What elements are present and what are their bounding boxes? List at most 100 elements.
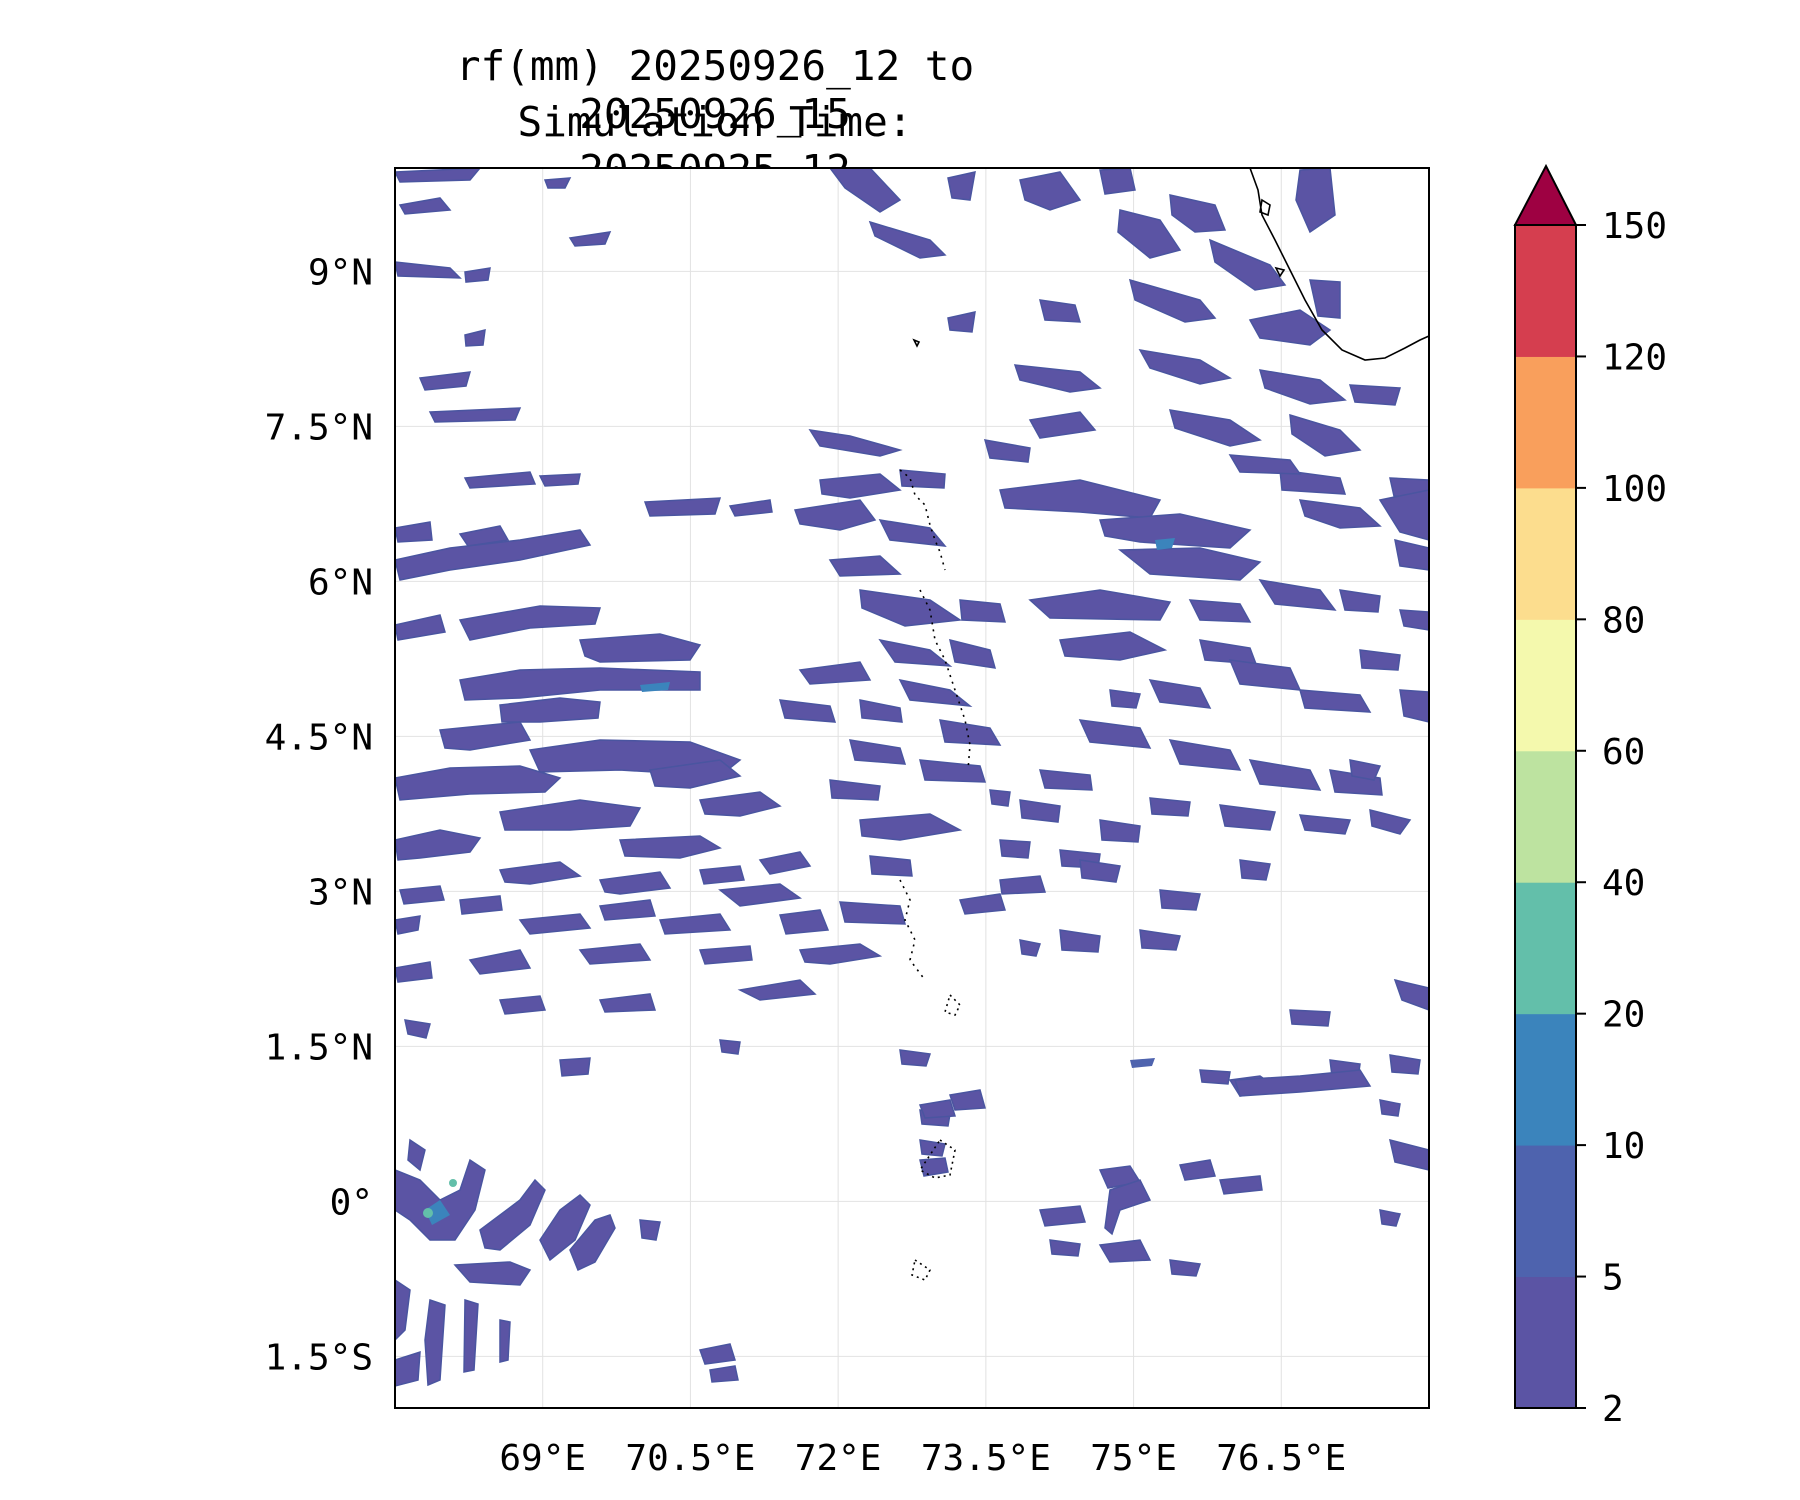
rain-cell <box>829 168 902 213</box>
colorbar-tick-label: 80 <box>1602 600 1645 641</box>
rain-cell <box>1169 1259 1201 1277</box>
rain-cell <box>1399 609 1429 631</box>
colorbar-bin <box>1515 356 1576 489</box>
longitude-tick-labels: 69°E 70.5°E 72°E 73.5°E 75°E 76.5°E <box>499 1438 1346 1479</box>
rain-cell <box>947 311 976 333</box>
rain-cell <box>395 261 462 279</box>
rain-cell <box>1389 1054 1421 1075</box>
rain-cell <box>499 697 601 723</box>
rain-core <box>425 1200 450 1225</box>
lon-tick-label: 72°E <box>795 1438 882 1479</box>
rain-cell <box>1188 599 1252 623</box>
rain-cell <box>1239 859 1271 881</box>
rain-cell <box>1233 1069 1372 1097</box>
rain-cell <box>1019 171 1082 211</box>
rain-cell <box>878 519 947 547</box>
rain-cell <box>459 667 701 701</box>
rain-cell <box>1298 689 1372 713</box>
rain-cell <box>709 1365 739 1383</box>
rain-cell <box>1099 819 1141 843</box>
rain-cell <box>1378 489 1429 541</box>
lat-tick-label: 6°N <box>308 562 373 603</box>
rain-cell <box>1219 1175 1263 1195</box>
rain-core <box>1130 1058 1155 1068</box>
rain-cell <box>919 1139 946 1157</box>
lat-tick-label: 0° <box>330 1182 373 1223</box>
rain-cell <box>395 614 446 641</box>
rain-cell <box>464 267 491 283</box>
rain-cell <box>869 855 913 877</box>
colorbar-tick-label: 120 <box>1602 337 1667 378</box>
rain-cell <box>828 555 902 577</box>
rain-cell <box>1149 797 1191 817</box>
rain-cell <box>1388 1138 1429 1171</box>
rain-cell <box>949 1089 986 1111</box>
rain-core <box>1155 538 1175 550</box>
rain-cell <box>737 979 817 1001</box>
rain-cell <box>458 525 510 547</box>
rain-cell <box>499 799 642 831</box>
rain-cell <box>1159 889 1201 911</box>
rain-cell <box>1179 1159 1216 1181</box>
rain-cell <box>407 1138 426 1172</box>
colorbar-bin <box>1515 487 1576 620</box>
rain-cell <box>439 721 532 751</box>
colorbar-tick-label: 150 <box>1602 206 1667 247</box>
rain-cell <box>859 813 963 841</box>
rain-cell <box>463 471 537 489</box>
colorbar-bin <box>1515 1276 1576 1409</box>
lon-tick-label: 69°E <box>499 1438 586 1479</box>
lat-tick-label: 1.5°N <box>265 1027 373 1068</box>
colorbar-bin <box>1515 750 1576 883</box>
rain-cell <box>1098 1239 1152 1263</box>
rain-cell <box>458 605 602 641</box>
rain-cell <box>848 739 907 765</box>
rain-cell <box>1128 278 1217 323</box>
maldives-atolls <box>944 993 961 1016</box>
rain-cell <box>959 599 1006 623</box>
rain-cell <box>999 839 1031 859</box>
lat-tick-label: 4.5°N <box>265 717 373 758</box>
rain-cell <box>1104 1179 1152 1236</box>
rain-cell <box>1099 513 1252 549</box>
rain-cores <box>423 538 1175 1225</box>
colorbar-tick-label: 10 <box>1602 1126 1645 1167</box>
rain-cell <box>868 220 947 259</box>
lon-tick-label: 76.5°E <box>1216 1438 1346 1479</box>
colorbar-tick-label: 2 <box>1602 1389 1624 1430</box>
island <box>912 338 921 348</box>
rain-core <box>423 1208 433 1218</box>
rain-cell <box>898 678 973 707</box>
rain-cell <box>878 638 953 667</box>
rain-cell <box>1219 804 1276 831</box>
rain-cell <box>1079 859 1121 883</box>
rain-cell <box>1289 1009 1331 1027</box>
lat-tick-label: 3°N <box>308 872 373 913</box>
rain-cell <box>1208 238 1287 291</box>
colorbar-frame <box>1514 224 1577 1409</box>
rain-cell <box>1379 1099 1401 1117</box>
rain-cell <box>1359 649 1401 671</box>
rain-cell <box>1117 209 1182 259</box>
rain-cell <box>839 901 906 925</box>
rain-cell <box>798 943 883 965</box>
rain-cell <box>398 197 452 215</box>
rain-cell <box>463 1298 479 1373</box>
rain-cell <box>859 699 903 723</box>
rain-cell <box>779 909 830 935</box>
colorbar-bin <box>1515 1013 1576 1146</box>
rain-cell <box>778 699 837 723</box>
lat-tick-label: 9°N <box>308 252 373 293</box>
chart-title-line-1: rf(mm) 20250926_12 to 20250926_15 <box>455 42 975 138</box>
rain-cell <box>1289 413 1362 457</box>
rain-cell <box>948 638 997 669</box>
rain-cell <box>1028 589 1172 621</box>
colorbar-extend-triangle <box>1513 163 1578 226</box>
rain-cell <box>658 913 732 935</box>
rain-cell <box>498 861 582 885</box>
rain-cell <box>1309 279 1341 319</box>
island <box>1274 266 1286 278</box>
colorbar-bin <box>1515 1145 1576 1278</box>
rain-cell <box>639 1219 661 1241</box>
rain-cell <box>1258 578 1337 611</box>
